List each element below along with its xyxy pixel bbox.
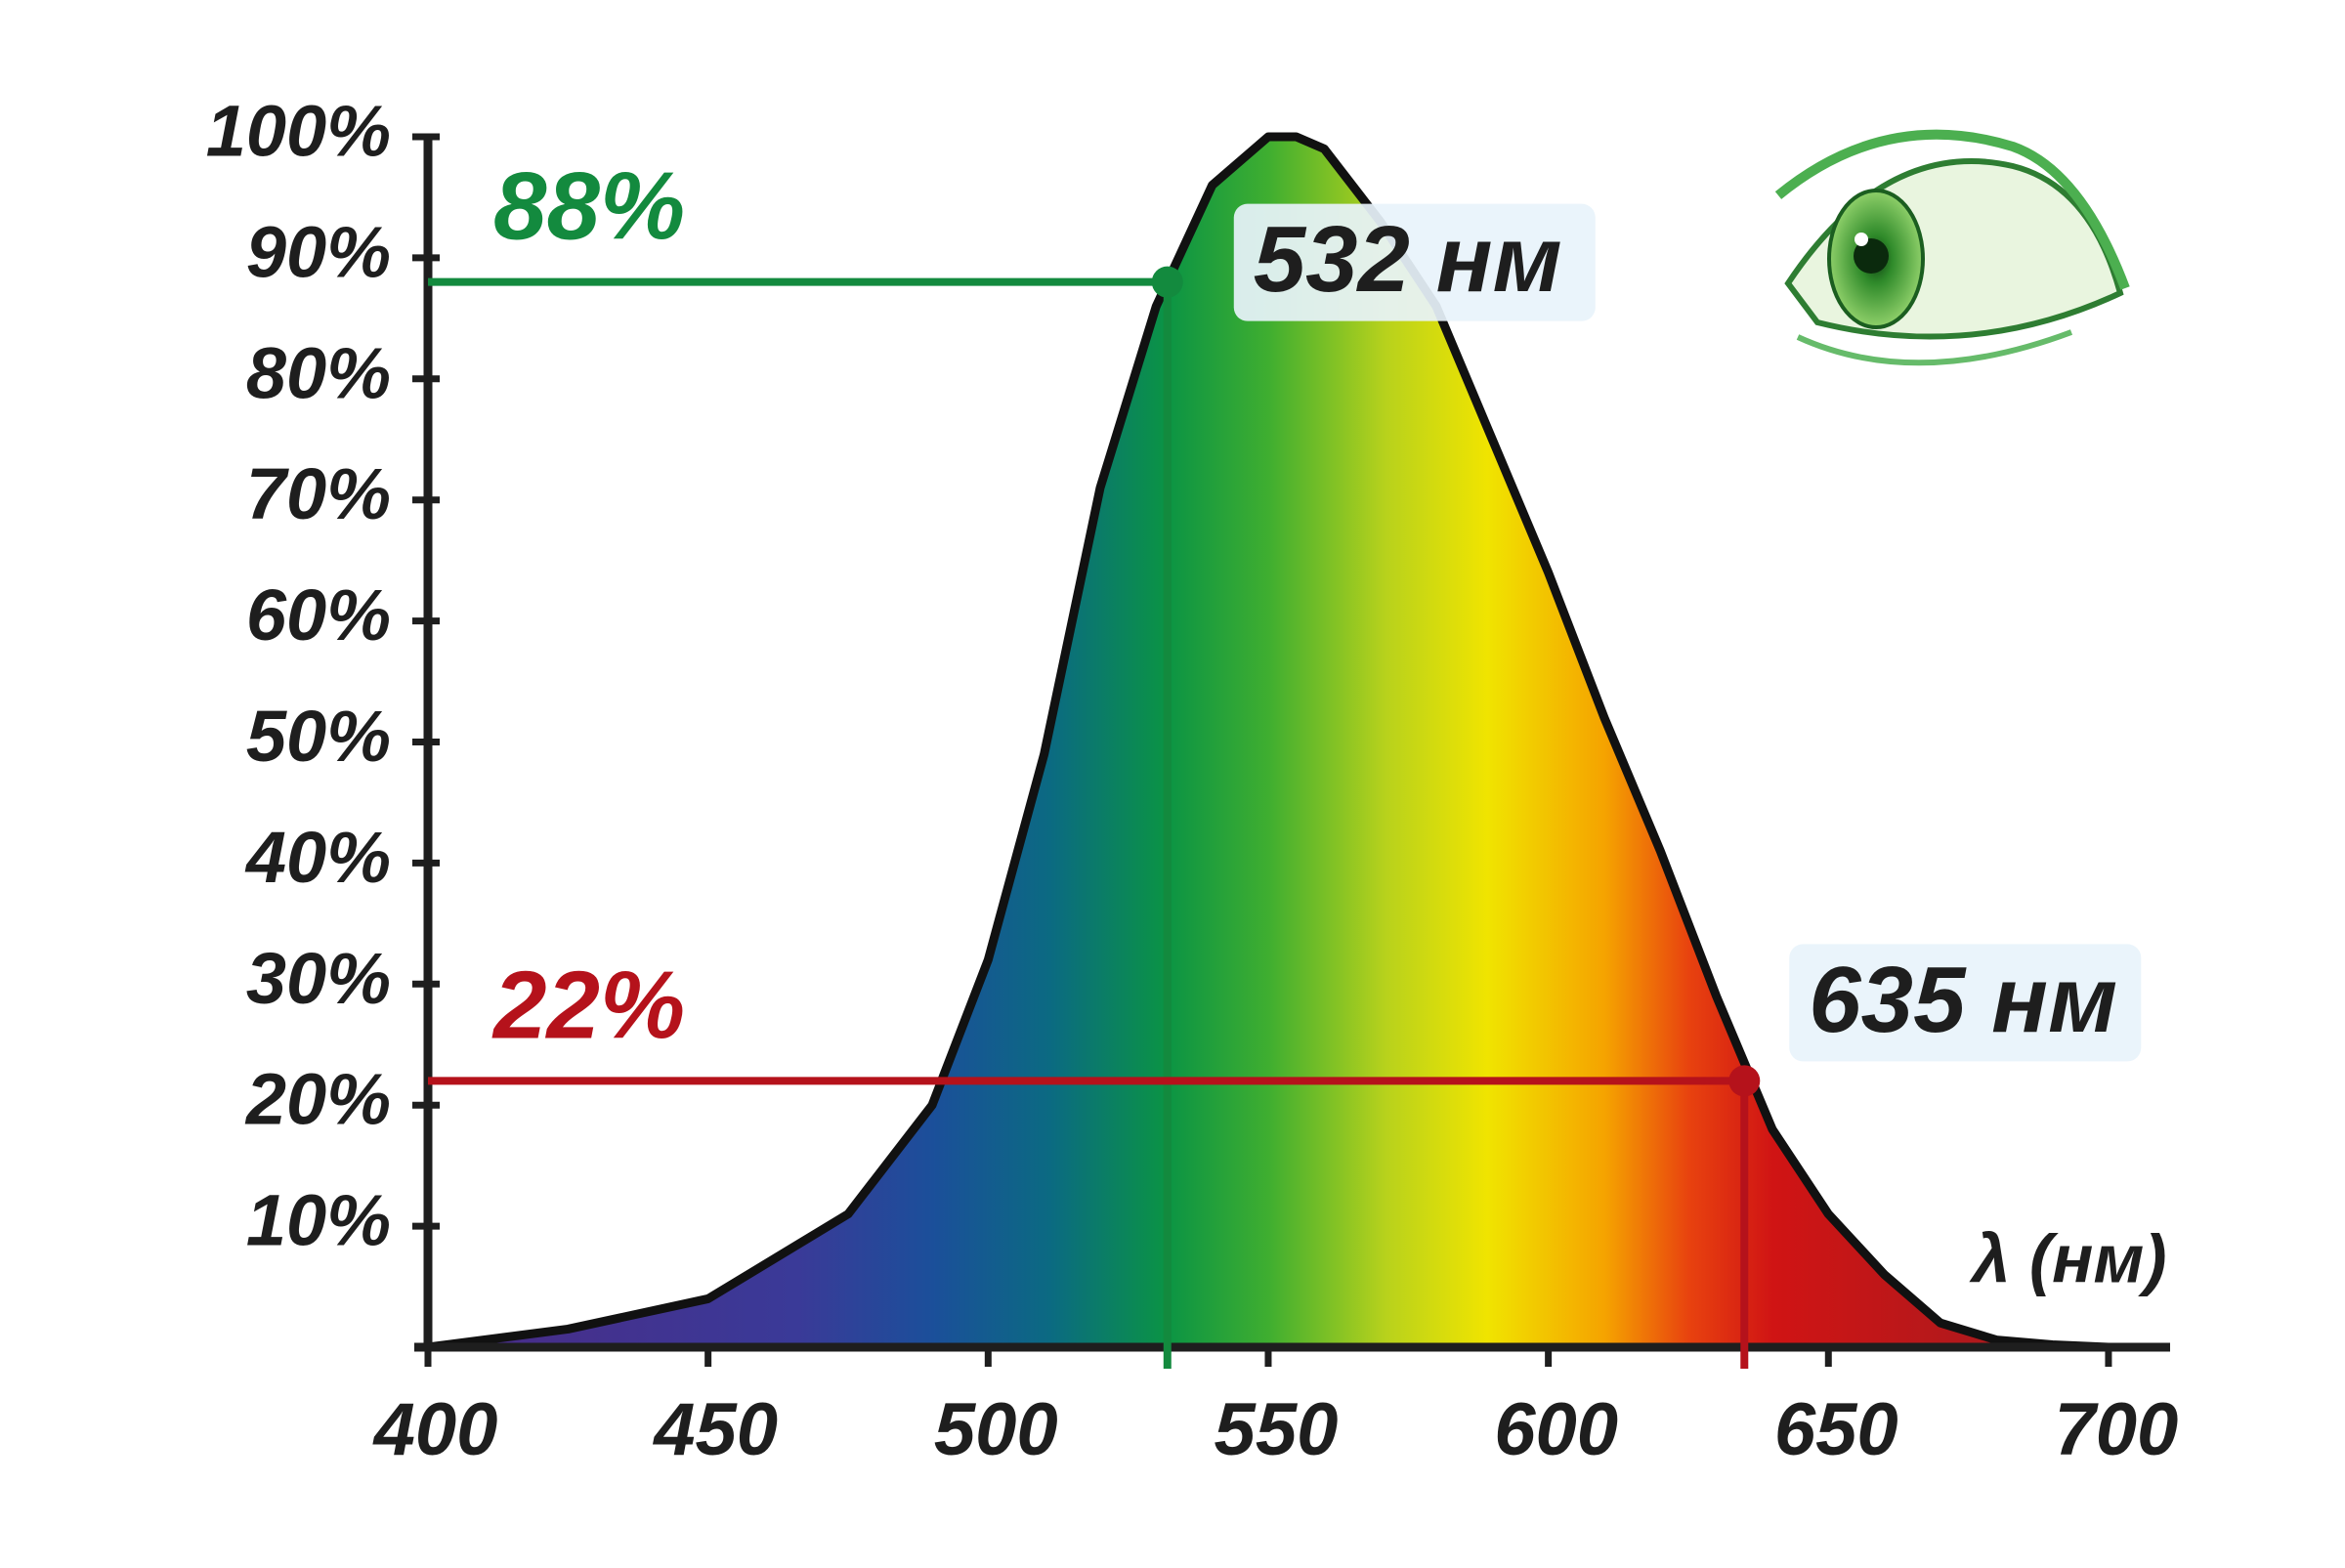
annotation-point [1728, 1065, 1761, 1097]
x-axis-label: λ (нм) [1968, 1220, 2166, 1296]
y-tick-label: 90% [246, 211, 391, 292]
annotation-value-label: 22% [491, 951, 685, 1058]
eye-illustration [1774, 129, 2130, 366]
x-tick-label: 550 [1215, 1388, 1339, 1471]
annotation-point [1151, 266, 1183, 298]
annotation-x-label: 635 нм [1809, 948, 2117, 1052]
y-tick-label: 100% [206, 91, 391, 172]
x-tick-label: 600 [1494, 1388, 1618, 1471]
annotation-value-label: 88% [493, 152, 685, 260]
x-tick-label: 400 [372, 1388, 498, 1471]
annotation-box [1789, 944, 2142, 1062]
annotation-box [1233, 203, 1596, 321]
area-fill [428, 137, 2109, 1347]
plot: 10% 20% 30% 40% 50% 60% 70% 80% 90% 100% 400 450 500… [206, 91, 2179, 1472]
y-tick-label: 70% [246, 453, 391, 534]
annotation-x-label: 532 нм [1254, 207, 1562, 312]
y-tick-label: 50% [246, 696, 391, 777]
y-tick-label: 10% [246, 1180, 391, 1261]
y-tick-label: 30% [246, 938, 391, 1019]
x-tick-label: 650 [1774, 1388, 1898, 1471]
x-tick-label: 500 [934, 1388, 1058, 1471]
x-tick-label: 450 [652, 1388, 778, 1471]
y-tick-label: 20% [244, 1059, 391, 1140]
y-tick-label: 80% [246, 332, 391, 413]
x-tick-label: 700 [2055, 1388, 2179, 1471]
y-tick-label: 40% [244, 817, 391, 898]
y-tick-label: 60% [246, 574, 391, 656]
